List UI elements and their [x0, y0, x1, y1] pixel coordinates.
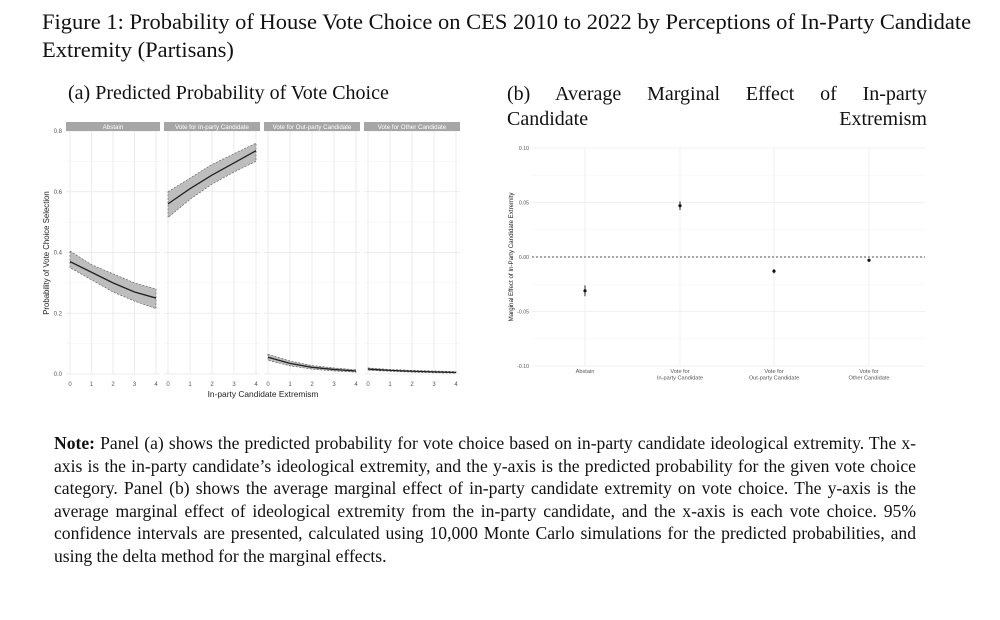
x-tick-label: 0: [366, 382, 370, 388]
facet-panel: Vote for Other Candidate 0 1 2 3 4: [364, 122, 460, 388]
estimate-group: Abstain: [576, 285, 595, 375]
x-category-label: Abstain: [576, 369, 595, 375]
x-category-label: Out-party Candidate: [749, 376, 799, 382]
x-category-label: Vote for: [670, 369, 689, 375]
figure-title: Figure 1: Probability of House Vote Choi…: [42, 9, 972, 62]
predicted-probability-chart: Abstain 0 1 2 3 4 Vote for In-party Candidate 0…: [42, 122, 460, 399]
predicted-line: [367, 368, 457, 374]
panel-b-caption: (b) Average Marginal Effect of In-party …: [507, 82, 927, 132]
x-tick-label: 4: [254, 382, 258, 388]
x-category-label: Other Candidate: [848, 376, 889, 382]
point-estimate: [678, 204, 682, 208]
predicted-line: [167, 150, 257, 205]
y-tick-label: 0.4: [54, 251, 63, 257]
x-category-label: In-party Candidate: [657, 376, 703, 382]
facet-strip: [164, 122, 260, 131]
note-label: Note:: [54, 433, 96, 453]
panel-b-caption-line2: Candidate Extremism: [507, 108, 927, 130]
point-estimate: [867, 258, 871, 262]
facet-strip-label: Abstain: [103, 124, 124, 131]
y-tick-label: 0.10: [519, 146, 529, 152]
facet-strip-label: Vote for In-party Candidate: [175, 124, 250, 131]
y-tick-label: 0.2: [54, 311, 63, 317]
y-axis-label: Probability of Vote Choice Selection: [42, 191, 51, 315]
confidence-ribbon: [167, 142, 257, 219]
x-tick-label: 3: [332, 382, 336, 388]
x-tick-label: 4: [454, 382, 458, 388]
y-axis-label: Marginal Effect of In-Party Candidate Ex…: [508, 192, 515, 322]
x-category-label: Vote for: [859, 369, 878, 375]
x-tick-label: 2: [111, 382, 115, 388]
confidence-ribbon: [69, 250, 157, 310]
facet-strip-label: Vote for Out-party Candidate: [273, 124, 352, 131]
x-tick-label: 1: [288, 382, 292, 388]
x-tick-label: 3: [232, 382, 236, 388]
point-estimate: [772, 269, 776, 273]
x-axis-label: In-party Candidate Extremism: [208, 389, 319, 399]
x-tick-label: 4: [154, 382, 158, 388]
predicted-line: [267, 356, 357, 372]
x-tick-label: 0: [68, 382, 72, 388]
x-tick-label: 1: [90, 382, 94, 388]
predicted-line: [69, 261, 157, 299]
x-tick-label: 4: [354, 382, 358, 388]
x-tick-label: 3: [432, 382, 436, 388]
figure-note: Note: Panel (a) shows the predicted prob…: [54, 432, 916, 567]
x-category-label: Vote for: [764, 369, 783, 375]
x-tick-label: 3: [133, 382, 137, 388]
x-tick-label: 1: [388, 382, 392, 388]
panel-a-caption: (a) Predicted Probability of Vote Choice: [68, 82, 389, 104]
facet-strip: [264, 122, 360, 131]
note-text: Panel (a) shows the predicted probabilit…: [54, 433, 916, 566]
y-tick-label: -0.05: [517, 310, 529, 316]
x-tick-label: 2: [410, 382, 414, 388]
facet-panel: Vote for Out-party Candidate 0 1 2 3 4: [264, 122, 360, 388]
panel-b-caption-line1: (b) Average Marginal Effect of In-party: [507, 83, 927, 105]
x-tick-label: 0: [166, 382, 170, 388]
facet-panel: Vote for In-party Candidate 0 1 2 3 4: [164, 122, 260, 388]
y-tick-label: 0.00: [519, 255, 529, 261]
x-tick-label: 2: [210, 382, 214, 388]
facet-strip: [364, 122, 460, 131]
facet-panel: Abstain 0 1 2 3 4: [66, 122, 160, 388]
facet-strip-label: Vote for Other Candidate: [378, 124, 447, 131]
point-estimate: [583, 289, 587, 293]
facet-strip: [66, 122, 160, 131]
x-tick-label: 1: [188, 382, 192, 388]
x-tick-label: 0: [266, 382, 270, 388]
y-tick-label: -0.10: [517, 364, 529, 370]
y-tick-label: 0.05: [519, 201, 529, 207]
y-tick-label: 0.0: [54, 372, 63, 378]
y-tick-label: 0.6: [54, 190, 63, 196]
y-tick-label: 0.8: [54, 129, 63, 135]
x-tick-label: 2: [310, 382, 314, 388]
